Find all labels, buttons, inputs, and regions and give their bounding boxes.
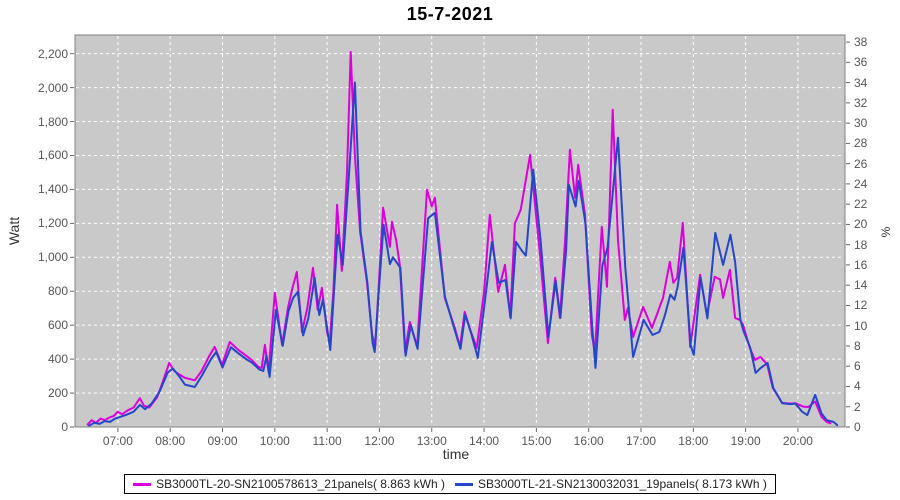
percent-tick-label: 2: [854, 399, 861, 414]
percent-tick-label: 12: [854, 298, 868, 313]
y-axis-label-watt: Watt: [6, 216, 22, 246]
percent-tick-label: 28: [854, 136, 868, 151]
watt-tick-label: 800: [47, 284, 68, 299]
x-axis-label-time: time: [442, 446, 470, 462]
percent-tick-label: 18: [854, 237, 868, 252]
percent-tick-label: 36: [854, 55, 868, 70]
time-tick-label: 12:00: [364, 434, 395, 448]
legend-item-inverter-21: SB3000TL-21-SN2130032031_19panels( 8.173…: [455, 477, 767, 491]
watt-tick-label: 1,200: [37, 216, 68, 231]
watt-tick-label: 1,600: [37, 148, 68, 163]
percent-tick-label: 0: [854, 420, 861, 434]
percent-tick-label: 22: [854, 197, 868, 212]
percent-tick-label: 14: [854, 278, 868, 293]
time-tick-label: 14:00: [469, 434, 500, 448]
time-tick-label: 13:00: [416, 434, 447, 448]
watt-tick-label: 2,000: [37, 80, 68, 95]
time-tick-label: 09:00: [207, 434, 238, 448]
percent-tick-label: 8: [854, 338, 861, 353]
percent-tick-label: 32: [854, 95, 868, 110]
time-tick-label: 16:00: [573, 434, 604, 448]
time-tick-label: 07:00: [102, 434, 133, 448]
legend: SB3000TL-20-SN2100578613_21panels( 8.863…: [124, 474, 776, 494]
time-tick-label: 20:00: [782, 434, 813, 448]
watt-tick-label: 600: [47, 318, 68, 333]
time-tick-label: 10:00: [259, 434, 290, 448]
percent-tick-label: 4: [854, 379, 861, 394]
time-tick-label: 19:00: [730, 434, 761, 448]
percent-tick-label: 34: [854, 75, 868, 90]
percent-tick-label: 10: [854, 318, 868, 333]
percent-tick-label: 6: [854, 359, 861, 374]
watt-tick-label: 400: [47, 352, 68, 367]
watt-tick-label: 1,000: [37, 250, 68, 265]
percent-tick-label: 38: [854, 35, 868, 50]
percent-tick-label: 30: [854, 116, 868, 131]
legend-label-inverter-21: SB3000TL-21-SN2130032031_19panels( 8.173…: [478, 477, 767, 491]
watt-tick-label: 1,800: [37, 114, 68, 129]
time-tick-label: 08:00: [155, 434, 186, 448]
legend-item-inverter-20: SB3000TL-20-SN2100578613_21panels( 8.863…: [133, 477, 445, 491]
percent-tick-label: 16: [854, 257, 868, 272]
time-tick-label: 11:00: [312, 434, 342, 448]
percent-tick-label: 26: [854, 156, 868, 171]
watt-tick-label: 0: [61, 420, 68, 434]
time-tick-label: 15:00: [521, 434, 552, 448]
watt-tick-label: 1,400: [37, 182, 68, 197]
legend-label-inverter-20: SB3000TL-20-SN2100578613_21panels( 8.863…: [156, 477, 445, 491]
time-tick-label: 18:00: [678, 434, 709, 448]
chart-title: 15-7-2021: [406, 4, 494, 24]
watt-tick-label: 200: [47, 386, 68, 401]
series-2-line-swatch-icon: [455, 482, 473, 486]
series-line-2: [88, 81, 839, 427]
percent-tick-label: 24: [854, 176, 868, 191]
percent-tick-label: 20: [854, 217, 868, 232]
time-tick-label: 17:00: [625, 434, 656, 448]
series-1-line-swatch-icon: [133, 482, 152, 486]
watt-tick-label: 2,200: [37, 46, 68, 61]
y-axis-label-percent: %: [879, 226, 893, 238]
